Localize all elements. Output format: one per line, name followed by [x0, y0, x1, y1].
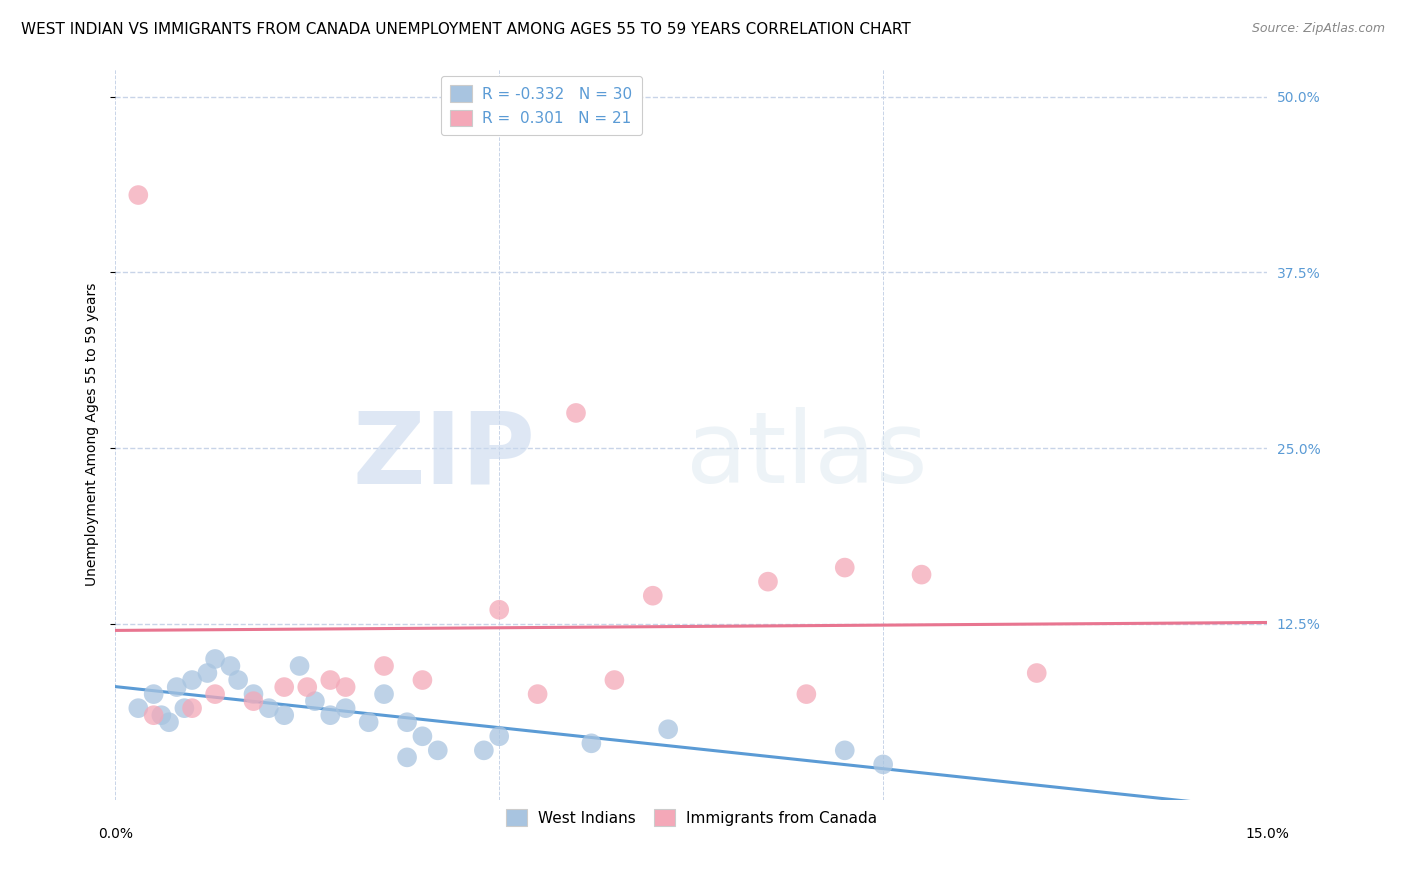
- Point: [319, 708, 342, 723]
- Text: 15.0%: 15.0%: [1246, 827, 1289, 841]
- Point: [150, 708, 173, 723]
- Point: [373, 687, 395, 701]
- Point: [288, 659, 311, 673]
- Point: [581, 736, 603, 750]
- Point: [127, 701, 149, 715]
- Text: ZIP: ZIP: [353, 408, 536, 505]
- Point: [472, 743, 495, 757]
- Point: [304, 694, 326, 708]
- Legend: West Indians, Immigrants from Canada: West Indians, Immigrants from Canada: [499, 803, 883, 832]
- Point: [834, 743, 856, 757]
- Y-axis label: Unemployment Among Ages 55 to 59 years: Unemployment Among Ages 55 to 59 years: [86, 283, 100, 586]
- Point: [396, 750, 419, 764]
- Point: [603, 673, 626, 687]
- Point: [335, 701, 357, 715]
- Point: [157, 715, 180, 730]
- Point: [834, 560, 856, 574]
- Point: [488, 729, 510, 743]
- Point: [197, 666, 219, 681]
- Point: [204, 687, 226, 701]
- Point: [565, 406, 588, 420]
- Point: [335, 680, 357, 694]
- Point: [242, 687, 264, 701]
- Point: [657, 723, 679, 737]
- Text: Source: ZipAtlas.com: Source: ZipAtlas.com: [1251, 22, 1385, 36]
- Point: [641, 589, 664, 603]
- Point: [181, 701, 204, 715]
- Point: [173, 701, 195, 715]
- Point: [872, 757, 894, 772]
- Point: [396, 715, 419, 730]
- Point: [257, 701, 280, 715]
- Point: [910, 567, 932, 582]
- Point: [373, 659, 395, 673]
- Point: [142, 708, 165, 723]
- Point: [488, 603, 510, 617]
- Point: [297, 680, 319, 694]
- Point: [181, 673, 204, 687]
- Text: WEST INDIAN VS IMMIGRANTS FROM CANADA UNEMPLOYMENT AMONG AGES 55 TO 59 YEARS COR: WEST INDIAN VS IMMIGRANTS FROM CANADA UN…: [21, 22, 911, 37]
- Point: [242, 694, 264, 708]
- Text: 0.0%: 0.0%: [98, 827, 132, 841]
- Point: [319, 673, 342, 687]
- Text: atlas: atlas: [686, 408, 927, 505]
- Point: [1025, 666, 1047, 681]
- Point: [526, 687, 548, 701]
- Point: [796, 687, 818, 701]
- Point: [127, 188, 149, 202]
- Point: [411, 673, 433, 687]
- Point: [226, 673, 249, 687]
- Point: [426, 743, 449, 757]
- Point: [166, 680, 188, 694]
- Point: [357, 715, 380, 730]
- Point: [273, 680, 295, 694]
- Point: [411, 729, 433, 743]
- Point: [142, 687, 165, 701]
- Point: [273, 708, 295, 723]
- Point: [204, 652, 226, 666]
- Point: [756, 574, 779, 589]
- Point: [219, 659, 242, 673]
